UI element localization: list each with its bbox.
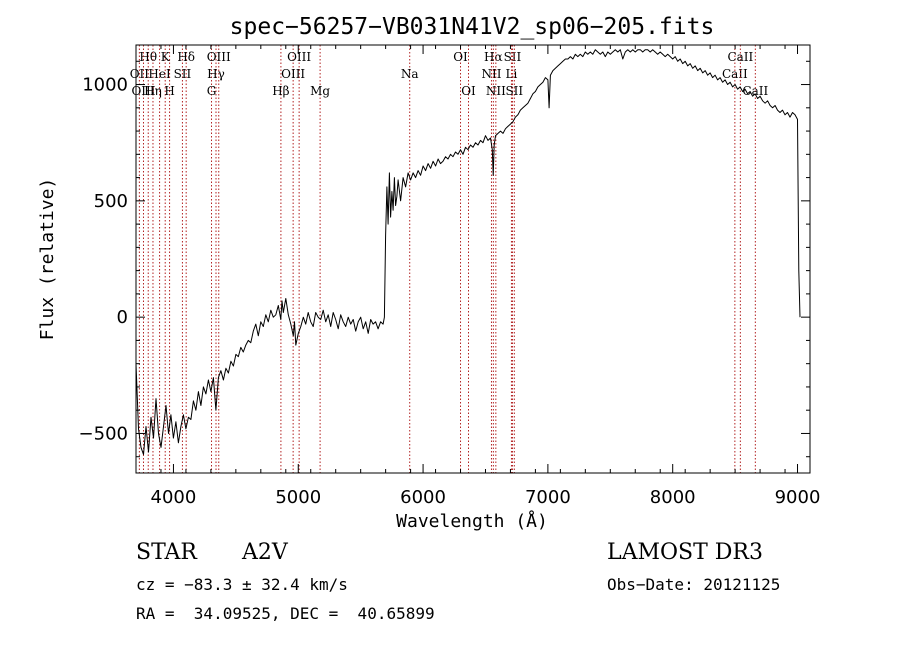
x-tick-label-5: 9000 <box>775 487 821 508</box>
object-subclass: A2V <box>242 540 288 565</box>
line-label-23: SII <box>504 50 522 64</box>
x-axis-label: Wavelength (Å) <box>396 510 548 532</box>
x-tick-label-1: 5000 <box>275 487 321 508</box>
line-label-2: OIII <box>131 84 155 98</box>
spectrum-line-0 <box>135 49 801 455</box>
y-tick-label-3: 1000 <box>82 75 128 96</box>
line-label-3: Hη <box>144 84 162 98</box>
y-tick-label-1: 0 <box>117 307 128 328</box>
line-label-6: H <box>164 84 174 98</box>
line-label-14: OIII <box>287 50 311 64</box>
y-tick-label-2: 500 <box>94 191 128 212</box>
x-tick-label-0: 4000 <box>151 487 197 508</box>
line-label-18: OI <box>461 84 476 98</box>
x-tick-label-3: 7000 <box>525 487 571 508</box>
line-label-25: CaII <box>722 67 748 81</box>
line-label-10: Hγ <box>207 67 225 81</box>
line-label-21: NII <box>486 84 506 98</box>
x-axis: 4000 5000 6000 7000 8000 9000 <box>135 45 821 508</box>
line-label-1: OII <box>130 67 150 81</box>
line-label-20: Hα <box>484 50 503 64</box>
line-label-13: OIII <box>281 67 305 81</box>
line-label-5: K <box>161 50 171 64</box>
redshift-velocity: cz = −83.3 ± 32.4 km/s <box>136 575 348 594</box>
line-label-7: SII <box>174 67 192 81</box>
line-label-27: CaII <box>742 84 768 98</box>
y-axis: −500 0 500 1000 <box>79 60 810 458</box>
spectral-line-markers: HθOIIOIIIHηHeIKHSIIHδGHγOIIIHβOIIIOIIIMg… <box>130 45 768 473</box>
y-tick-label-0: −500 <box>79 423 128 444</box>
line-label-8: Hδ <box>177 50 195 64</box>
x-tick-label-4: 8000 <box>650 487 696 508</box>
object-class: STAR <box>136 540 197 565</box>
sky-coordinates: RA = 34.09525, DEC = 40.65899 <box>136 604 435 623</box>
line-label-22: Li <box>506 67 518 81</box>
spectrum-series <box>135 49 801 455</box>
y-axis-label: Flux (relative) <box>37 178 58 341</box>
line-label-9: G <box>207 84 217 98</box>
line-label-24: SII <box>505 84 523 98</box>
line-label-11: OIII <box>207 50 231 64</box>
line-label-0: Hθ <box>139 50 157 64</box>
x-tick-label-2: 6000 <box>400 487 446 508</box>
line-label-12: Hβ <box>272 84 289 98</box>
chart-title: spec−56257−VB031N41V2_sp06−205.fits <box>230 14 715 40</box>
plot-frame <box>135 44 811 474</box>
survey-name: LAMOST DR3 <box>607 540 763 565</box>
line-label-16: Na <box>401 67 419 81</box>
line-label-26: CaII <box>727 50 753 64</box>
line-label-17: OI <box>453 50 468 64</box>
observation-date: Obs−Date: 20121125 <box>607 575 781 594</box>
line-label-19: NII <box>481 67 501 81</box>
line-label-15: Mg <box>310 84 330 98</box>
line-label-4: HeI <box>148 67 171 81</box>
